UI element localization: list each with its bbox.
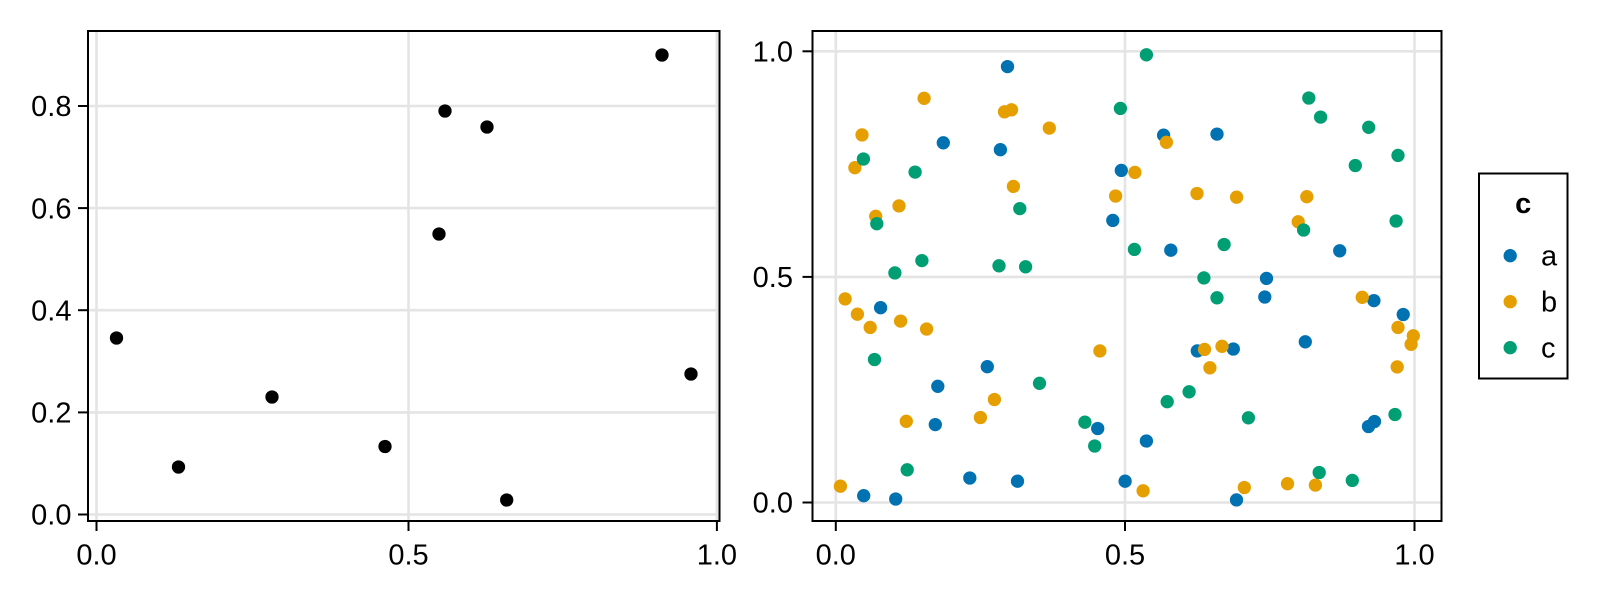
svg-text:c: c xyxy=(1515,188,1531,220)
svg-text:1.0: 1.0 xyxy=(1394,540,1434,572)
svg-text:0.6: 0.6 xyxy=(31,193,71,225)
svg-text:0.2: 0.2 xyxy=(31,398,71,430)
svg-text:b: b xyxy=(1541,287,1557,319)
svg-text:c: c xyxy=(1541,333,1556,365)
svg-text:0.0: 0.0 xyxy=(31,500,71,532)
svg-text:0.0: 0.0 xyxy=(816,540,856,572)
svg-text:0.5: 0.5 xyxy=(388,540,428,572)
svg-text:0.8: 0.8 xyxy=(31,91,71,123)
svg-text:1.0: 1.0 xyxy=(697,540,737,572)
svg-text:0.0: 0.0 xyxy=(76,540,116,572)
svg-text:0.5: 0.5 xyxy=(1105,540,1145,572)
svg-text:0.0: 0.0 xyxy=(753,488,793,520)
svg-text:a: a xyxy=(1541,241,1558,273)
svg-text:0.4: 0.4 xyxy=(31,295,71,327)
svg-text:0.5: 0.5 xyxy=(753,262,793,294)
svg-text:1.0: 1.0 xyxy=(753,37,793,69)
